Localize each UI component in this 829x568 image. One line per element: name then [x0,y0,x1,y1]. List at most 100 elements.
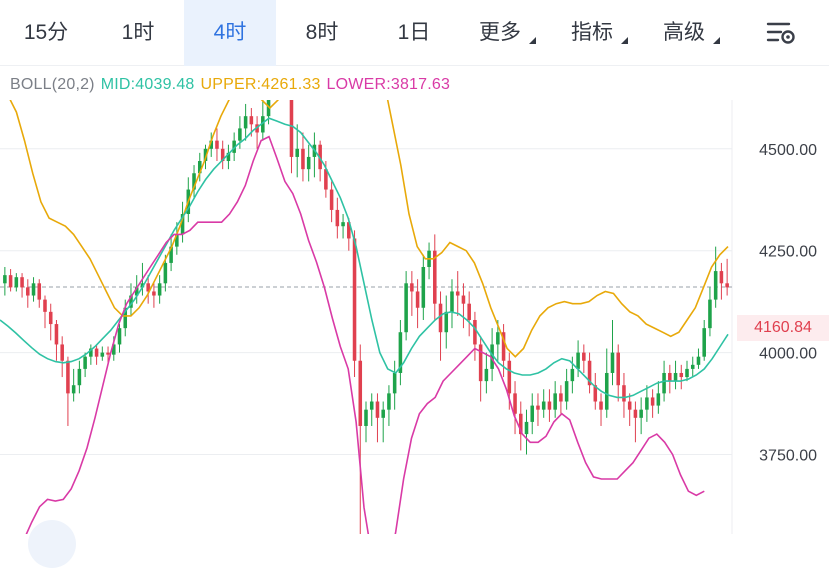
candle-body [507,360,512,394]
candle-body [100,352,105,357]
candle-body [220,148,225,162]
tab-1d[interactable]: 1日 [368,0,460,66]
tab-more[interactable]: 更多 [462,0,538,66]
candle-body [547,401,552,410]
candle-body [106,352,110,355]
candle-body [266,100,271,117]
candle-body [725,283,729,288]
candle-body [31,283,36,296]
candle-body [375,401,380,418]
tab-1h[interactable]: 1时 [92,0,184,66]
tab-label: 15分 [23,21,69,44]
candle-body [261,116,265,133]
candle-body [501,332,506,361]
candle-body [450,291,454,312]
candle-body [604,372,609,410]
candle-body [43,299,47,312]
candle-body [14,277,19,288]
candle-body [455,291,460,296]
candle-body [685,368,689,378]
candle-body [668,372,672,382]
candle-body [484,368,489,382]
candle-body [587,360,592,386]
candle-body [719,271,724,284]
candle-body [467,303,471,320]
candle-body [490,344,494,369]
candle-body [633,409,638,418]
candle-body [358,360,363,426]
candle-body [576,352,580,369]
candle-body [83,356,87,369]
candle-body [60,344,64,361]
boll-lower-line [25,135,705,534]
candle-body [639,409,643,418]
candle-body [421,267,426,308]
candle-body [524,421,529,435]
candle-body [627,401,632,410]
candle-body [77,368,82,386]
candle-body [645,397,649,410]
candle-body [616,352,620,386]
candle-body [392,372,397,394]
floating-action-bubble[interactable] [28,520,76,568]
candle-body [438,303,443,333]
candle-body [20,277,24,288]
chart-settings-icon[interactable] [765,19,797,47]
boll-upper-line [9,100,729,358]
candle-body [513,393,517,414]
candle-body [415,291,420,308]
candle-body [54,324,59,345]
tab-8h[interactable]: 8时 [276,0,368,66]
boll-mid-value: MID:4039.48 [100,76,195,93]
candle-body [175,234,179,247]
candle-body [335,209,340,227]
boll-lower-value: LOWER:3817.63 [326,76,451,93]
candle-body [387,393,391,410]
candle-body [541,401,546,410]
candle-body [347,222,351,239]
candle-body [410,283,414,292]
candle-body [37,283,42,300]
tab-advanced[interactable]: 高级 [646,0,722,66]
candle-body [26,287,30,296]
candle-body [662,372,666,394]
candle-body [496,332,500,345]
candle-body [461,295,466,304]
tab-label: 8时 [305,21,339,44]
tab-label: 更多 [479,21,521,44]
candle-body [152,291,156,296]
indicator-name: BOLL(20,2) [10,76,95,93]
candle-body [404,283,408,333]
candle-body [123,307,128,329]
candle-body [530,405,535,422]
candle-body [318,144,322,170]
candle-body [364,409,368,426]
candle-body [324,169,328,190]
y-tick-label: 4000.00 [759,346,817,363]
candle-body [169,246,173,263]
candle-body [341,222,345,227]
tab-indicators[interactable]: 指标 [554,0,630,66]
candle-body [518,413,523,435]
candle-body [329,189,334,210]
candle-body [673,372,678,382]
candle-body [192,173,196,190]
candlestick-chart[interactable]: 4750.004500.004250.004000.003750.004754.… [0,100,829,534]
candle-body [713,271,718,300]
candle-body [570,368,575,382]
candle-body [197,161,202,174]
tab-label: 4时 [213,21,247,44]
candle-body [203,148,208,162]
tab-label: 1日 [397,21,431,44]
tab-4h[interactable]: 4时 [184,0,276,66]
candle-body [381,409,385,418]
y-tick-label: 4500.00 [759,142,817,159]
dropdown-caret-icon [713,37,720,44]
tab-15min[interactable]: 15分 [0,0,92,66]
candle-body [610,352,615,373]
candle-body [398,332,403,373]
candle-body [243,116,248,129]
candle-body [696,356,701,365]
candle-body [679,372,684,378]
candle-body [301,148,305,170]
